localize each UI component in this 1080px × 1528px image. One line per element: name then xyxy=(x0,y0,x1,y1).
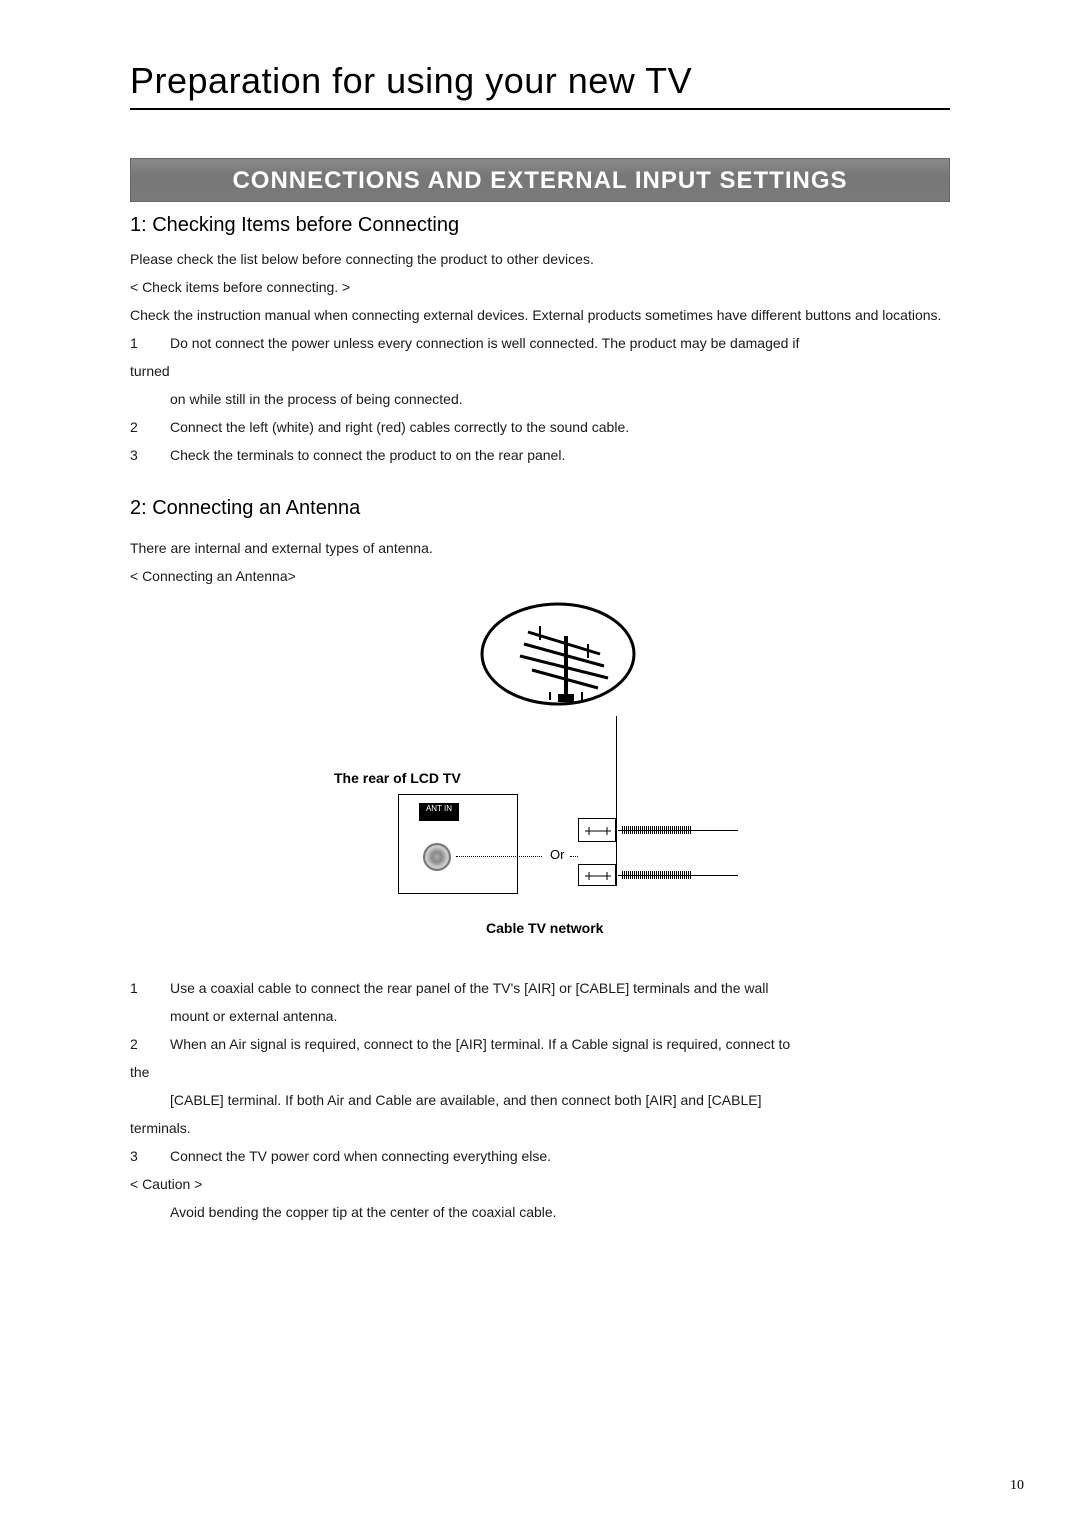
list-continuation: mount or external antenna. xyxy=(170,1002,950,1030)
vertical-line xyxy=(616,716,617,886)
dotted-line xyxy=(456,856,542,857)
section2-subnote: < Connecting an Antenna> xyxy=(130,562,950,590)
list-text: Connect the TV power cord when connectin… xyxy=(170,1142,950,1170)
page-title: Preparation for using your new TV xyxy=(130,60,950,110)
list-number: 1 xyxy=(130,974,146,1002)
caution-text: Avoid bending the copper tip at the cent… xyxy=(170,1198,950,1226)
list-text: Check the terminals to connect the produ… xyxy=(170,441,950,469)
section1-heading: 1: Checking Items before Connecting xyxy=(130,214,950,237)
section1-intro: Please check the list below before conne… xyxy=(130,245,950,273)
list-continuation: turned xyxy=(130,357,950,385)
list-number: 1 xyxy=(130,329,146,357)
list-continuation: on while still in the process of being c… xyxy=(170,385,950,413)
list-number: 2 xyxy=(130,413,146,441)
list-text: Use a coaxial cable to connect the rear … xyxy=(170,974,950,1002)
cable-tv-label: Cable TV network xyxy=(486,920,603,936)
list-number: 3 xyxy=(130,1142,146,1170)
coax-connector-icon xyxy=(423,843,451,871)
section2-heading: 2: Connecting an Antenna xyxy=(130,497,950,520)
dotted-line xyxy=(570,856,578,857)
rear-label: The rear of LCD TV xyxy=(334,770,461,786)
cable-end-icon xyxy=(622,871,692,879)
list-number: 2 xyxy=(130,1030,146,1058)
splitter-upper xyxy=(578,818,616,842)
section1-subnote: < Check items before connecting. > xyxy=(130,273,950,301)
list-continuation: the xyxy=(130,1058,950,1086)
section2-intro: There are internal and external types of… xyxy=(130,534,950,562)
list-number: 3 xyxy=(130,441,146,469)
outdoor-antenna-icon xyxy=(468,596,648,736)
cable-end-icon xyxy=(622,826,692,834)
section-banner: CONNECTIONS AND EXTERNAL INPUT SETTINGS xyxy=(130,158,950,202)
list-continuation: [CABLE] terminal. If both Air and Cable … xyxy=(170,1086,950,1114)
rear-panel-box: ANT IN xyxy=(398,794,518,894)
list-continuation: terminals. xyxy=(130,1114,950,1142)
caution-label: < Caution > xyxy=(130,1170,950,1198)
page-number: 10 xyxy=(1010,1478,1024,1494)
ant-in-tag: ANT IN xyxy=(419,803,459,821)
splitter-lower xyxy=(578,864,616,886)
antenna-diagram: The rear of LCD TV ANT IN Or xyxy=(130,596,950,956)
or-label: Or xyxy=(550,847,564,862)
list-text: Connect the left (white) and right (red)… xyxy=(170,413,950,441)
section1-para: Check the instruction manual when connec… xyxy=(130,301,950,329)
list-text: When an Air signal is required, connect … xyxy=(170,1030,950,1058)
list-text: Do not connect the power unless every co… xyxy=(170,329,950,357)
